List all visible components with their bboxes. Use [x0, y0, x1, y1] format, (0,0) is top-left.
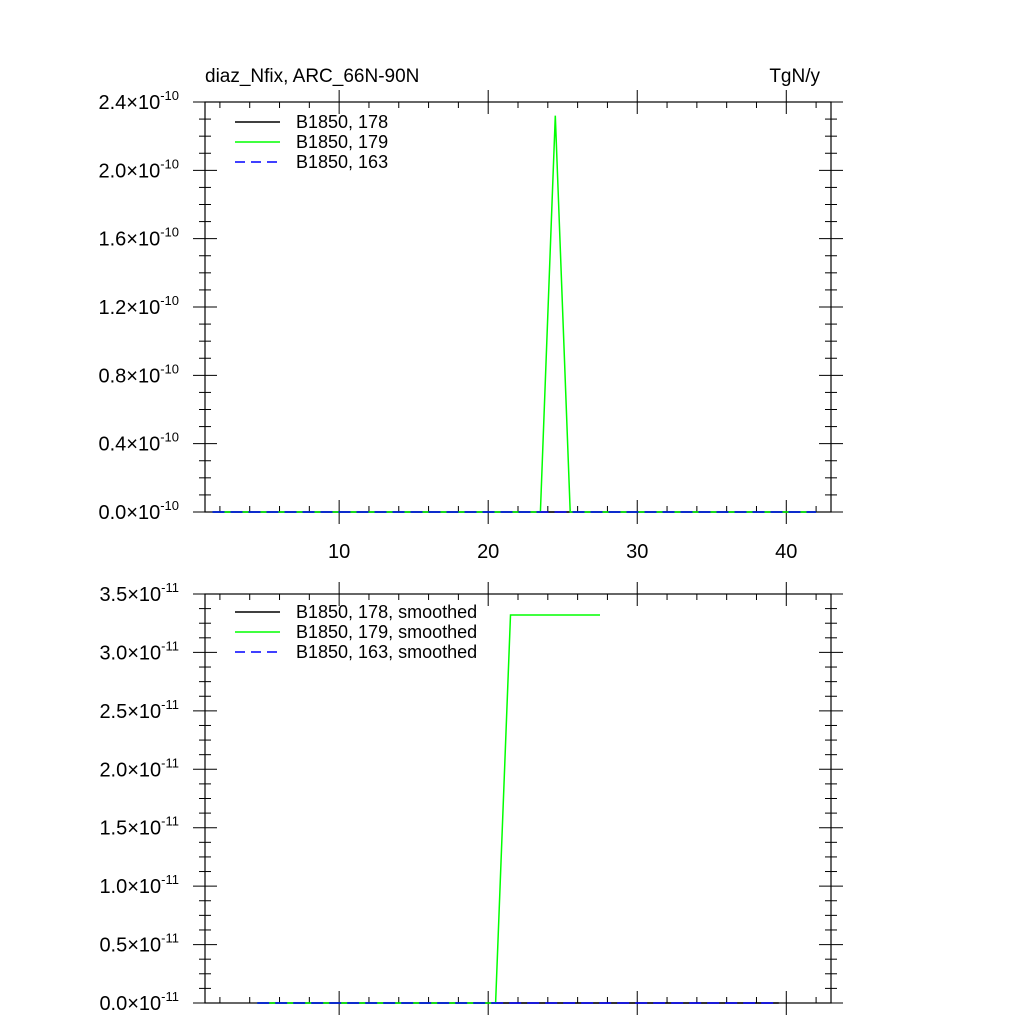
x-tick-label: 40 — [775, 541, 797, 563]
y-tick-label: 0.8×10-10 — [98, 361, 179, 387]
plots: 10 20 30 40 0.0×10-10 0.4×10-10 0.8×10-10 1.2×1… — [98, 88, 843, 1015]
y-tick-label: 1.0×10-11 — [99, 872, 179, 898]
y-tick-label: 1.2×10-10 — [98, 293, 179, 319]
legend-label: B1850, 163, smoothed — [296, 642, 477, 662]
y-tick-label: 3.5×10-11 — [99, 580, 179, 606]
y-tick-label: 3.0×10-11 — [99, 638, 179, 664]
y-tick-label: 1.5×10-11 — [99, 814, 179, 840]
x-tick-label: 10 — [328, 541, 350, 563]
units-label: TgN/y — [769, 66, 820, 87]
panel-2: 0.0×10-11 0.5×10-11 1.0×10-11 1.5×10-11 2.0×… — [99, 580, 843, 1015]
legend-label: B1850, 178 — [296, 112, 388, 132]
y-tick-label: 0.4×10-10 — [98, 430, 179, 456]
plot-title: diaz_Nfix, ARC_66N-90N — [205, 66, 419, 87]
legend-label: B1850, 179, smoothed — [296, 622, 477, 642]
y-tick-label: 0.0×10-11 — [99, 989, 179, 1015]
y-tick-label: 1.6×10-10 — [98, 225, 179, 251]
x-tick-label: 30 — [626, 541, 648, 563]
y-tick-label: 0.0×10-10 — [98, 498, 179, 524]
x-tick-label: 20 — [477, 541, 499, 563]
legend-label: B1850, 179 — [296, 132, 388, 152]
legend-label: B1850, 163 — [296, 152, 388, 172]
y-tick-label: 2.4×10-10 — [98, 88, 179, 114]
y-tick-label: 0.5×10-11 — [99, 931, 179, 957]
legend-label: B1850, 178, smoothed — [296, 602, 477, 622]
y-tick-label: 2.0×10-10 — [98, 156, 179, 182]
y-tick-label: 2.5×10-11 — [99, 697, 179, 723]
panel-1: 10 20 30 40 0.0×10-10 0.4×10-10 0.8×10-10 1.2×1… — [98, 88, 843, 563]
y-tick-label: 2.0×10-11 — [99, 755, 179, 781]
series-line-2 — [257, 614, 600, 1004]
series-line-2 — [212, 115, 817, 513]
